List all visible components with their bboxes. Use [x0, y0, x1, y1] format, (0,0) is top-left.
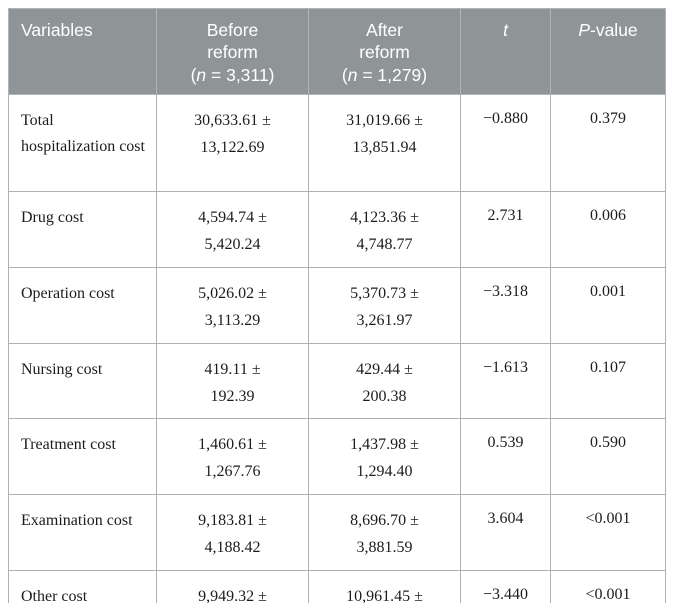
t-value-cell: −0.880 — [460, 94, 551, 193]
t-symbol: t — [503, 20, 508, 40]
p-value-cell: <0.001 — [550, 494, 666, 571]
header-row: Variables Before reform (n = 3,311) Afte… — [8, 7, 666, 96]
p-value-cell: 0.590 — [550, 418, 666, 496]
p-value-cell: 0.001 — [550, 266, 666, 344]
table-header: Variables Before reform (n = 3,311) Afte… — [8, 7, 666, 96]
variable-cell: Treatment cost — [8, 418, 157, 496]
header-p-value: P-value — [550, 7, 666, 96]
before-value-cell: 9,949.32 ± 8,453.97 — [156, 569, 309, 603]
t-value-cell: −1.613 — [460, 342, 551, 420]
t-value-cell: −3.318 — [460, 266, 551, 344]
before-value-cell: 5,026.02 ± 3,113.29 — [156, 266, 309, 344]
t-value-cell: 0.539 — [460, 418, 551, 496]
header-before-line2: reform — [207, 42, 258, 63]
header-after-line1: After — [366, 20, 403, 40]
t-value-cell: −3.440 — [460, 569, 551, 603]
table-row-other-cost: Other cost 9,949.32 ± 8,453.97 10,961.45… — [8, 569, 666, 603]
table-row-nursing-cost: Nursing cost 419.11 ± 192.39 429.44 ± 20… — [8, 342, 666, 420]
t-value-cell: 3.604 — [460, 494, 551, 571]
n-symbol: n — [347, 64, 358, 85]
variable-cell: Operation cost — [8, 266, 157, 344]
header-after-reform: After reform (n = 1,279) — [308, 7, 461, 96]
variable-cell: Total hospitalization cost — [8, 94, 157, 193]
variable-cell: Nursing cost — [8, 342, 157, 420]
p-symbol: P — [578, 20, 590, 40]
table-row-drug-cost: Drug cost 4,594.74 ± 5,420.24 4,123.36 ±… — [8, 191, 666, 268]
header-before-line1: Before — [206, 20, 259, 40]
p-value-suffix: -value — [590, 20, 638, 40]
n-count: = 3,311) — [206, 64, 275, 85]
header-before-reform: Before reform (n = 3,311) — [156, 7, 309, 96]
after-value-cell: 31,019.66 ± 13,851.94 — [308, 94, 461, 193]
p-value-cell: 0.379 — [550, 94, 666, 193]
table-row-operation-cost: Operation cost 5,026.02 ± 3,113.29 5,370… — [8, 266, 666, 344]
p-value-cell: 0.006 — [550, 191, 666, 268]
header-before-n: (n = 3,311) — [163, 64, 302, 86]
after-value-cell: 429.44 ± 200.38 — [308, 342, 461, 420]
after-value-cell: 4,123.36 ± 4,748.77 — [308, 191, 461, 268]
table-body: Total hospitalization cost 30,633.61 ± 1… — [8, 94, 666, 603]
n-count: = 1,279) — [357, 64, 428, 85]
variable-cell: Examination cost — [8, 494, 157, 571]
t-value-cell: 2.731 — [460, 191, 551, 268]
table-row-total-hospitalization-cost: Total hospitalization cost 30,633.61 ± 1… — [8, 94, 666, 193]
header-t-statistic: t — [460, 7, 551, 96]
after-value-cell: 8,696.70 ± 3,881.59 — [308, 494, 461, 571]
n-open-paren: ( — [190, 64, 197, 85]
n-symbol: n — [196, 64, 207, 85]
before-value-cell: 1,460.61 ± 1,267.76 — [156, 418, 309, 496]
header-after-line2: reform — [359, 42, 410, 63]
n-open-paren: ( — [341, 64, 348, 85]
before-value-cell: 9,183.81 ± 4,188.42 — [156, 494, 309, 571]
p-value-cell: 0.107 — [550, 342, 666, 420]
before-value-cell: 30,633.61 ± 13,122.69 — [156, 94, 309, 193]
after-value-cell: 5,370.73 ± 3,261.97 — [308, 266, 461, 344]
before-value-cell: 4,594.74 ± 5,420.24 — [156, 191, 309, 268]
after-value-cell: 10,961.45 ± 10,079.74 — [308, 569, 461, 603]
p-value-cell: <0.001 — [550, 569, 666, 603]
table-row-examination-cost: Examination cost 9,183.81 ± 4,188.42 8,6… — [8, 494, 666, 571]
header-variables: Variables — [8, 7, 157, 96]
before-value-cell: 419.11 ± 192.39 — [156, 342, 309, 420]
table-row-treatment-cost: Treatment cost 1,460.61 ± 1,267.76 1,437… — [8, 418, 666, 496]
variable-cell: Drug cost — [8, 191, 157, 268]
header-after-n: (n = 1,279) — [315, 64, 454, 86]
cost-comparison-table: Variables Before reform (n = 3,311) Afte… — [8, 7, 666, 603]
variable-cell: Other cost — [8, 569, 157, 603]
after-value-cell: 1,437.98 ± 1,294.40 — [308, 418, 461, 496]
